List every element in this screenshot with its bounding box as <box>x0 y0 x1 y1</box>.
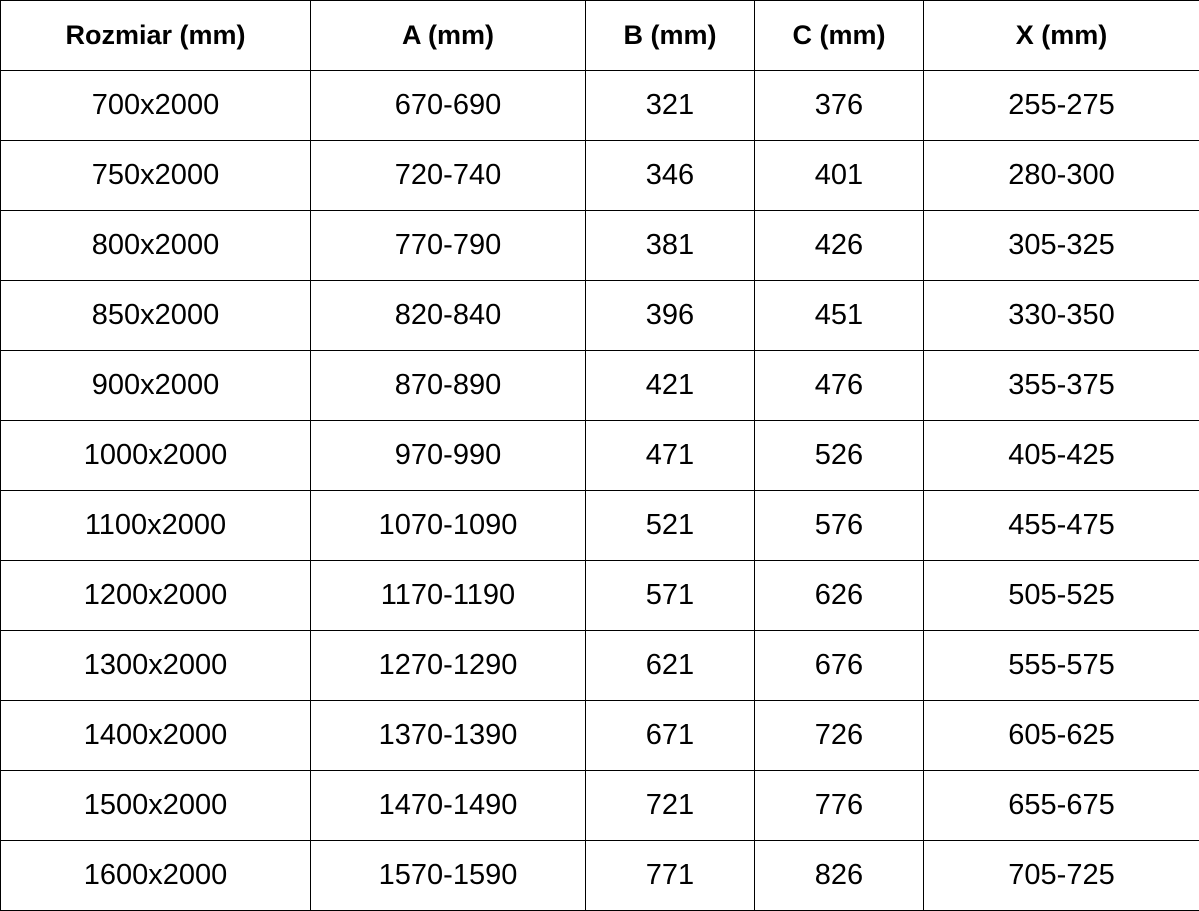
table-row: 1200x2000 1170-1190 571 626 505-525 <box>0 560 1199 631</box>
header-c: C (mm) <box>754 0 924 71</box>
cell-b: 571 <box>585 560 755 631</box>
header-row: Rozmiar (mm) A (mm) B (mm) C (mm) X (mm) <box>0 0 1199 71</box>
cell-size: 900x2000 <box>0 350 311 421</box>
cell-a: 870-890 <box>310 350 586 421</box>
cell-size: 1400x2000 <box>0 700 311 771</box>
cell-size: 850x2000 <box>0 280 311 351</box>
cell-c: 776 <box>754 770 924 841</box>
cell-b: 621 <box>585 630 755 701</box>
table-row: 750x2000 720-740 346 401 280-300 <box>0 140 1199 211</box>
cell-a: 1070-1090 <box>310 490 586 561</box>
table-row: 1400x2000 1370-1390 671 726 605-625 <box>0 700 1199 771</box>
cell-size: 700x2000 <box>0 70 311 141</box>
cell-c: 726 <box>754 700 924 771</box>
cell-a: 1470-1490 <box>310 770 586 841</box>
cell-a: 1570-1590 <box>310 840 586 911</box>
cell-b: 321 <box>585 70 755 141</box>
table-row: 800x2000 770-790 381 426 305-325 <box>0 210 1199 281</box>
table-row: 700x2000 670-690 321 376 255-275 <box>0 70 1199 141</box>
cell-x: 605-625 <box>923 700 1199 771</box>
cell-x: 505-525 <box>923 560 1199 631</box>
cell-x: 255-275 <box>923 70 1199 141</box>
header-size: Rozmiar (mm) <box>0 0 311 71</box>
cell-x: 555-575 <box>923 630 1199 701</box>
cell-x: 305-325 <box>923 210 1199 281</box>
table-row: 1600x2000 1570-1590 771 826 705-725 <box>0 840 1199 911</box>
cell-size: 1100x2000 <box>0 490 311 561</box>
cell-size: 800x2000 <box>0 210 311 281</box>
header-b: B (mm) <box>585 0 755 71</box>
cell-x: 330-350 <box>923 280 1199 351</box>
cell-a: 1370-1390 <box>310 700 586 771</box>
cell-x: 705-725 <box>923 840 1199 911</box>
cell-b: 471 <box>585 420 755 491</box>
header-x: X (mm) <box>923 0 1199 71</box>
cell-a: 1170-1190 <box>310 560 586 631</box>
cell-b: 671 <box>585 700 755 771</box>
cell-a: 820-840 <box>310 280 586 351</box>
table-row: 900x2000 870-890 421 476 355-375 <box>0 350 1199 421</box>
cell-a: 1270-1290 <box>310 630 586 701</box>
cell-c: 626 <box>754 560 924 631</box>
cell-a: 970-990 <box>310 420 586 491</box>
cell-c: 576 <box>754 490 924 561</box>
cell-x: 455-475 <box>923 490 1199 561</box>
cell-size: 1500x2000 <box>0 770 311 841</box>
cell-x: 405-425 <box>923 420 1199 491</box>
cell-a: 670-690 <box>310 70 586 141</box>
cell-c: 476 <box>754 350 924 421</box>
table-row: 850x2000 820-840 396 451 330-350 <box>0 280 1199 351</box>
cell-c: 451 <box>754 280 924 351</box>
cell-a: 770-790 <box>310 210 586 281</box>
cell-c: 401 <box>754 140 924 211</box>
cell-b: 771 <box>585 840 755 911</box>
cell-x: 280-300 <box>923 140 1199 211</box>
cell-c: 426 <box>754 210 924 281</box>
cell-size: 750x2000 <box>0 140 311 211</box>
cell-size: 1600x2000 <box>0 840 311 911</box>
header-a: A (mm) <box>310 0 586 71</box>
cell-b: 721 <box>585 770 755 841</box>
cell-b: 346 <box>585 140 755 211</box>
cell-c: 676 <box>754 630 924 701</box>
cell-c: 826 <box>754 840 924 911</box>
table-row: 1000x2000 970-990 471 526 405-425 <box>0 420 1199 491</box>
cell-b: 521 <box>585 490 755 561</box>
cell-x: 655-675 <box>923 770 1199 841</box>
cell-b: 381 <box>585 210 755 281</box>
table-row: 1300x2000 1270-1290 621 676 555-575 <box>0 630 1199 701</box>
cell-size: 1200x2000 <box>0 560 311 631</box>
cell-size: 1300x2000 <box>0 630 311 701</box>
cell-b: 421 <box>585 350 755 421</box>
cell-b: 396 <box>585 280 755 351</box>
table-row: 1500x2000 1470-1490 721 776 655-675 <box>0 770 1199 841</box>
cell-c: 526 <box>754 420 924 491</box>
cell-a: 720-740 <box>310 140 586 211</box>
cell-size: 1000x2000 <box>0 420 311 491</box>
cell-x: 355-375 <box>923 350 1199 421</box>
cell-c: 376 <box>754 70 924 141</box>
table-row: 1100x2000 1070-1090 521 576 455-475 <box>0 490 1199 561</box>
